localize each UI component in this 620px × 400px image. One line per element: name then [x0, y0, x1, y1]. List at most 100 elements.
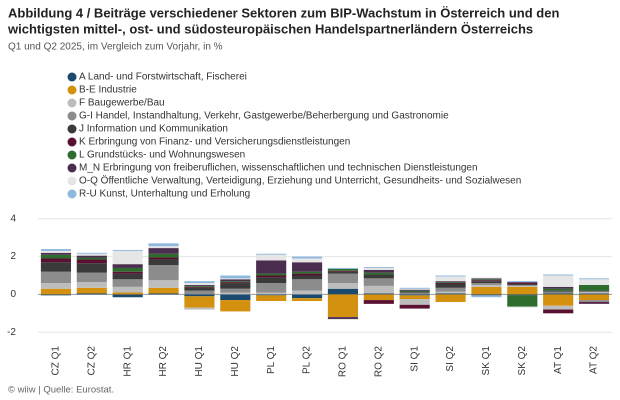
bar-segment: [291, 262, 323, 272]
bar-segment: [76, 259, 107, 264]
legend-marker: [67, 85, 77, 95]
bar-segment: [435, 293, 466, 295]
bar-segment: [507, 282, 538, 284]
bar-segment: [578, 279, 610, 285]
bar-segment: [148, 259, 179, 266]
x-tick-label: AT Q2: [589, 346, 600, 374]
bar-segment: [327, 317, 359, 319]
bar-segment: [435, 284, 466, 288]
bar-segment: [543, 291, 574, 294]
bar-segment: [76, 272, 107, 283]
bar-segment: [291, 290, 323, 295]
bar-segment: [471, 294, 502, 296]
bar-segment: [76, 293, 107, 295]
bar-segment: [291, 273, 323, 276]
bar-segment: [112, 273, 143, 280]
bar-segment: [399, 292, 430, 295]
bar-segment: [76, 255, 107, 258]
bar-segment: [471, 280, 502, 282]
bar-segment: [220, 300, 251, 312]
bar-segment: [507, 281, 538, 283]
bar-segment: [40, 262, 72, 272]
bar-segment: [578, 300, 610, 302]
x-tick-label: SK Q2: [517, 346, 528, 376]
legend-label: J Information und Kommunikation: [79, 124, 228, 135]
bar-segment: [327, 270, 359, 272]
x-tick-label: HR Q1: [122, 346, 133, 377]
bar-segment: [40, 271, 72, 284]
bar-segment: [543, 274, 574, 276]
bar-segment: [184, 307, 215, 310]
bar-segment: [256, 253, 287, 255]
bar-segment: [435, 291, 466, 294]
bar-segment: [184, 294, 215, 297]
bar-segment: [220, 279, 251, 282]
bar-segment: [363, 269, 394, 273]
bar-segment: [399, 287, 430, 289]
source: © wiiw | Quelle: Eurostat.: [8, 385, 114, 396]
bar-segment: [112, 250, 143, 265]
bar-segment: [220, 275, 251, 279]
bar-segment: [76, 257, 107, 260]
bar-segment: [112, 264, 143, 268]
bar-segment: [399, 294, 430, 296]
bar-segment: [148, 253, 179, 258]
bar-segment: [435, 294, 466, 302]
x-tick-label: SI Q1: [409, 346, 420, 372]
bar-segment: [220, 294, 251, 301]
bar-segment: [184, 296, 215, 308]
bar-segment: [76, 253, 107, 256]
chart-title: wichtigsten mittel-, ost- und südosteuro…: [7, 21, 533, 36]
bar-segment: [184, 286, 215, 288]
legend-marker: [67, 189, 77, 199]
bar-segment: [363, 267, 394, 270]
legend-label: G-I Handel, Instandhaltung, Verkehr, Gas…: [79, 111, 449, 122]
bar-segment: [327, 273, 359, 284]
bar-segment: [40, 283, 72, 289]
bar-segment: [256, 260, 287, 274]
bar-segment: [578, 284, 610, 291]
bar-segment: [291, 298, 323, 302]
x-tick-label: PL Q2: [302, 346, 313, 374]
legend-marker: [67, 150, 77, 160]
bar-segment: [184, 281, 215, 284]
bar-segment: [363, 293, 394, 295]
bar-segment: [327, 283, 359, 289]
bar-segment: [327, 268, 359, 271]
bar-segment: [435, 282, 466, 284]
bar-segment: [363, 266, 394, 268]
bar-segment: [578, 291, 610, 294]
bar-segment: [291, 258, 323, 263]
bar-segment: [471, 278, 502, 280]
bar-segment: [363, 278, 394, 286]
bar-segment: [256, 294, 287, 296]
bar-segment: [507, 284, 538, 285]
bar-segment: [399, 299, 430, 305]
bar-segment: [471, 286, 502, 295]
bar-segment: [507, 295, 538, 307]
bar-segment: [399, 291, 430, 293]
bar-segment: [399, 295, 430, 300]
bar-segment: [112, 267, 143, 272]
bar-segment: [543, 293, 574, 295]
bar-segment: [184, 290, 215, 295]
bar-segment: [256, 295, 287, 302]
bar-segment: [578, 302, 610, 304]
bar-segment: [543, 288, 574, 291]
bar-segment: [40, 250, 72, 253]
y-tick-label: 0: [10, 289, 16, 300]
bar-segment: [399, 290, 430, 292]
bar-segment: [543, 305, 574, 310]
bar-segment: [399, 289, 430, 291]
bar-segment: [363, 300, 394, 304]
bar-segment: [435, 283, 466, 285]
bar-segment: [148, 257, 179, 260]
legend-marker: [67, 137, 77, 147]
bar-segment: [291, 294, 323, 299]
bar-segment: [543, 286, 574, 289]
bar-segment: [112, 271, 143, 274]
chart-subtitle: Q1 und Q2 2025, im Vergleich zum Vorjahr…: [8, 42, 223, 53]
legend-label: A Land- und Forstwirtschaft, Fischerei: [79, 72, 247, 83]
bar-segment: [76, 287, 107, 294]
bar-segment: [507, 283, 538, 285]
